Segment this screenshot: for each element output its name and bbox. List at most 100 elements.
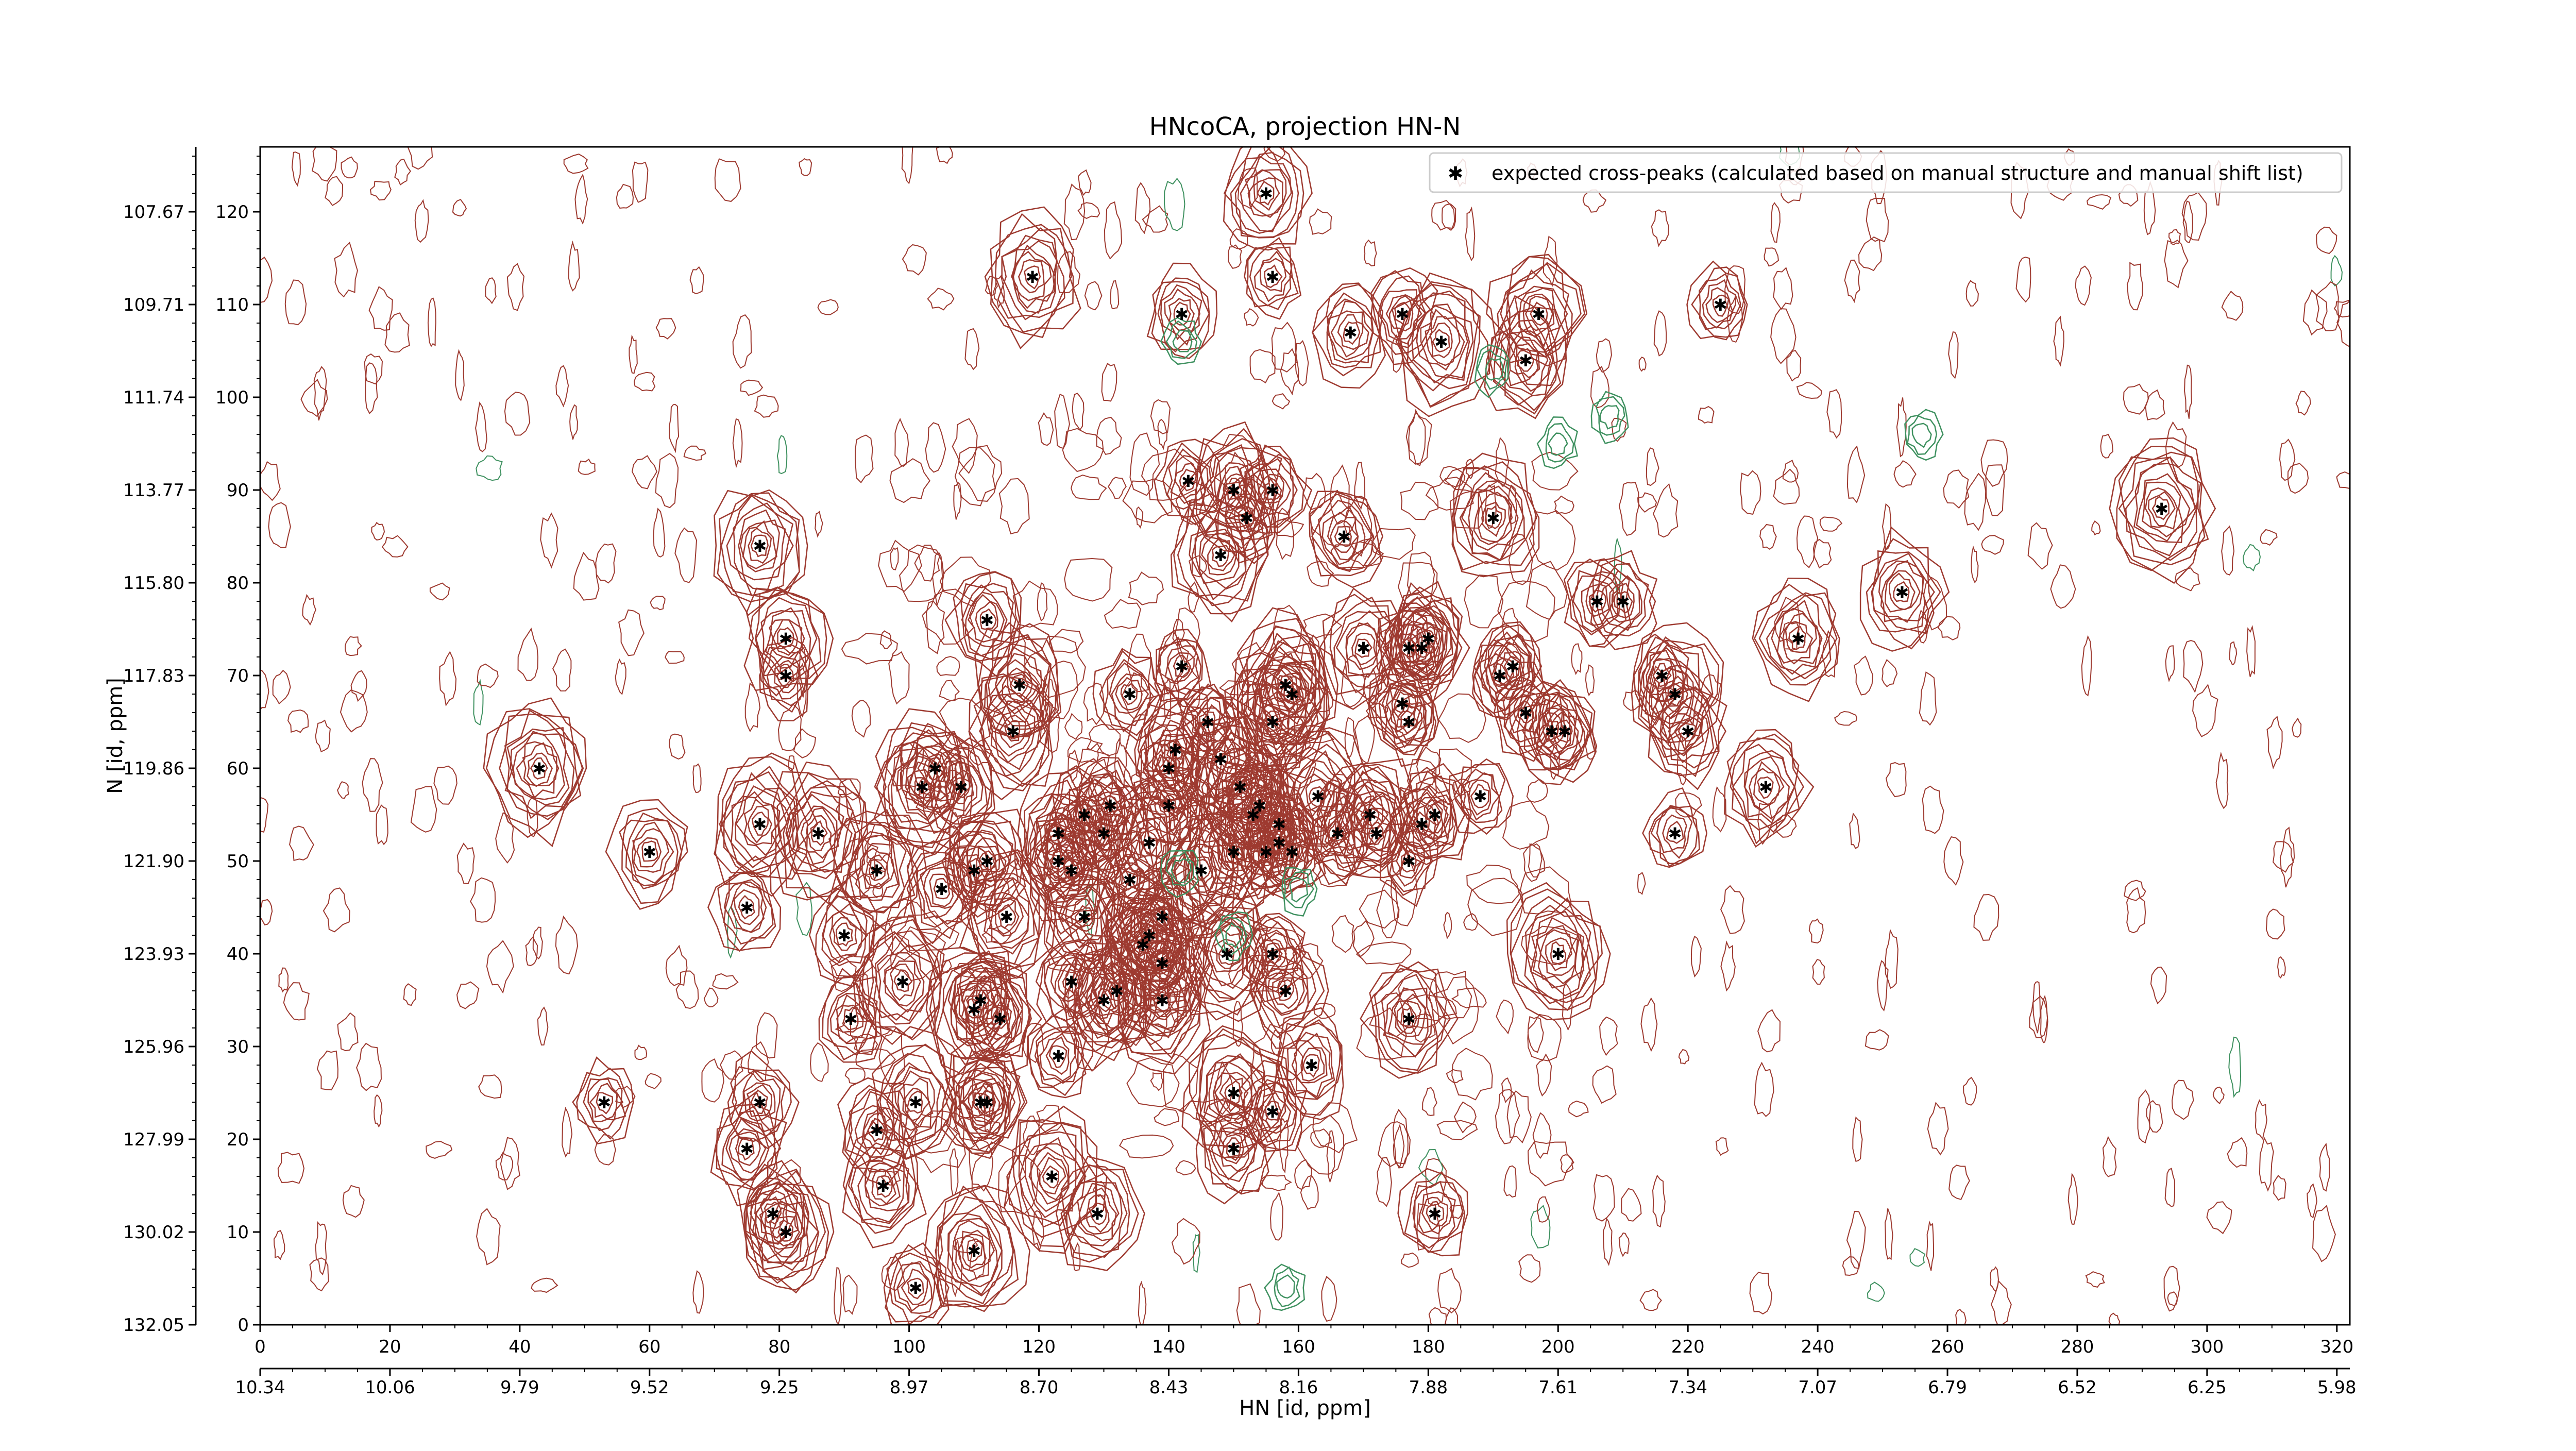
contour-line-noise-357 bbox=[703, 987, 719, 1008]
contour-line-peak-128-2 bbox=[960, 1234, 987, 1269]
x-tick-label: 320 bbox=[2320, 1337, 2353, 1357]
contour-line-peak-81-3 bbox=[1391, 841, 1426, 887]
contour-line-peak-85-3 bbox=[1299, 773, 1335, 821]
contour-line-noise-471 bbox=[1651, 209, 1670, 247]
contour-line-noise-79 bbox=[1846, 445, 1866, 503]
contour-line-noise-277 bbox=[732, 314, 752, 369]
expected-peak-marker: ✱ bbox=[1026, 267, 1040, 287]
contour-line-noise-90 bbox=[2215, 751, 2229, 809]
contour-line-noise-253 bbox=[815, 511, 823, 538]
contour-line-peak-54-6 bbox=[731, 785, 793, 869]
contour-line-noise-42 bbox=[478, 1074, 502, 1099]
contour-line-peak-1-3 bbox=[1012, 250, 1052, 301]
contour-line-peak-56-2 bbox=[733, 889, 760, 925]
contour-line-peak-1-8 bbox=[994, 224, 1072, 333]
expected-peak-marker: ✱ bbox=[876, 1176, 890, 1196]
contour-line-peak-20-2 bbox=[774, 660, 800, 694]
contour-line-halo-32 bbox=[998, 478, 1030, 535]
expected-peak-marker: ✱ bbox=[1415, 815, 1429, 834]
contour-line-peak-109-6 bbox=[1245, 916, 1307, 994]
contour-line-noise-211 bbox=[936, 147, 953, 164]
contour-line-peak-58-8 bbox=[883, 732, 963, 833]
contour-line-noise-337 bbox=[1592, 1174, 1615, 1222]
contour-line-peak-102-8 bbox=[960, 964, 1042, 1074]
contour-line-peak-15-6 bbox=[1311, 491, 1375, 569]
x-ppm-tick-label: 6.79 bbox=[1928, 1377, 1967, 1398]
contour-line-halo-53 bbox=[1228, 954, 1286, 992]
contour-line-peak-112-1 bbox=[1302, 1054, 1320, 1078]
contour-line-noise-403 bbox=[1331, 915, 1354, 953]
contour-line-peak-84-2 bbox=[1468, 779, 1492, 816]
contour-line-noise-430 bbox=[1110, 280, 1120, 310]
contour-line-peak-73-2 bbox=[1188, 856, 1213, 887]
contour-line-noise-260 bbox=[1834, 711, 1857, 726]
expected-peak-marker: ✱ bbox=[779, 629, 793, 649]
contour-line-peak-51-9 bbox=[1859, 526, 1950, 652]
expected-peak-marker: ✱ bbox=[1655, 666, 1669, 686]
contour-line-peak-89-6 bbox=[1530, 910, 1587, 997]
contour-line-peak-38-3 bbox=[1410, 615, 1446, 664]
expected-peak-marker: ✱ bbox=[1240, 509, 1253, 528]
contour-line-peak-83-2 bbox=[1423, 799, 1449, 834]
contour-line-peak-113-4 bbox=[1034, 1031, 1079, 1084]
contour-line-peak-53-2 bbox=[636, 837, 662, 868]
expected-peak-marker: ✱ bbox=[1519, 703, 1533, 723]
expected-peak-marker: ✱ bbox=[1052, 1047, 1065, 1066]
contour-line-peak-113-3 bbox=[1039, 1033, 1076, 1082]
contour-line-noise-65 bbox=[369, 181, 392, 201]
contour-line-noise-374 bbox=[1072, 393, 1084, 431]
contour-line-noise-231 bbox=[1229, 228, 1248, 249]
contour-line-noise-169 bbox=[2265, 908, 2285, 940]
contour-line-halo-9 bbox=[1036, 1104, 1062, 1134]
contour-line-noise-344 bbox=[1078, 169, 1092, 196]
contour-line-peak-35-8 bbox=[1368, 661, 1442, 750]
contour-line-peak-20-4 bbox=[762, 645, 810, 706]
y-tick-label: 60 bbox=[227, 758, 249, 779]
contour-line-noise-491 bbox=[563, 154, 589, 174]
contour-line-peak-48-5 bbox=[1651, 664, 1700, 730]
contour-line-peak-47-1 bbox=[1652, 663, 1672, 687]
contour-line-peak-5-6 bbox=[1370, 270, 1434, 355]
contour-line-peak-45-3 bbox=[1581, 578, 1614, 627]
expected-peak-marker: ✱ bbox=[1227, 842, 1241, 862]
contour-line-peak-98-4 bbox=[884, 952, 925, 1013]
contour-line-peak-106-7 bbox=[1123, 956, 1201, 1052]
contour-line-peak-100-7 bbox=[942, 968, 1009, 1059]
y-ppm-tick-label: 125.96 bbox=[123, 1037, 184, 1057]
contour-line-noise-265 bbox=[880, 1171, 901, 1186]
contour-line-peak-90-6 bbox=[1642, 787, 1707, 868]
contour-line-noise-383 bbox=[1858, 236, 1883, 272]
contour-line-peak-110-3 bbox=[1267, 969, 1305, 1015]
y-tick-label: 120 bbox=[215, 202, 249, 223]
x-ppm-tick-label: 9.25 bbox=[760, 1377, 799, 1398]
contour-line-noise-71 bbox=[618, 609, 645, 656]
contour-line-noise-384 bbox=[1938, 616, 1961, 640]
contour-line-peak-71-7 bbox=[1114, 790, 1184, 887]
contour-line-peak-17-3 bbox=[2144, 487, 2178, 530]
contour-line-noise-113 bbox=[2259, 1136, 2274, 1192]
contour-line-noise-330 bbox=[1981, 535, 2004, 555]
expected-peak-marker: ✱ bbox=[1428, 805, 1442, 825]
x-tick-label: 140 bbox=[1152, 1337, 1185, 1357]
expected-peak-marker: ✱ bbox=[1162, 796, 1176, 816]
contour-line-peak-128-8 bbox=[934, 1196, 1015, 1305]
contour-line-peak-58-9 bbox=[874, 722, 971, 849]
x-tick-label: 240 bbox=[1801, 1337, 1835, 1357]
contour-line-noise-463 bbox=[854, 434, 874, 483]
contour-line-noise-129 bbox=[2102, 1136, 2117, 1177]
contour-line-noise-452 bbox=[260, 256, 273, 303]
x-tick-label: 260 bbox=[1931, 1337, 1964, 1357]
contour-line-neg-5-2 bbox=[1218, 917, 1247, 957]
contour-line-noise-259 bbox=[692, 763, 702, 794]
contour-line-noise-7 bbox=[527, 795, 538, 837]
contour-line-noise-482 bbox=[316, 1050, 338, 1091]
contour-line-noise-185 bbox=[2255, 1099, 2267, 1140]
contour-line-peak-107-4 bbox=[1144, 931, 1187, 991]
contour-line-peak-125-10 bbox=[1006, 1119, 1098, 1247]
contour-line-peak-105-5 bbox=[1091, 953, 1146, 1029]
contour-line-peak-71-6 bbox=[1121, 797, 1182, 885]
contour-line-noise-309 bbox=[2315, 281, 2340, 331]
contour-line-peak-127-6 bbox=[755, 1193, 820, 1271]
contour-line-peak-108-3 bbox=[1209, 929, 1243, 973]
contour-line-peak-5-2 bbox=[1388, 295, 1414, 332]
